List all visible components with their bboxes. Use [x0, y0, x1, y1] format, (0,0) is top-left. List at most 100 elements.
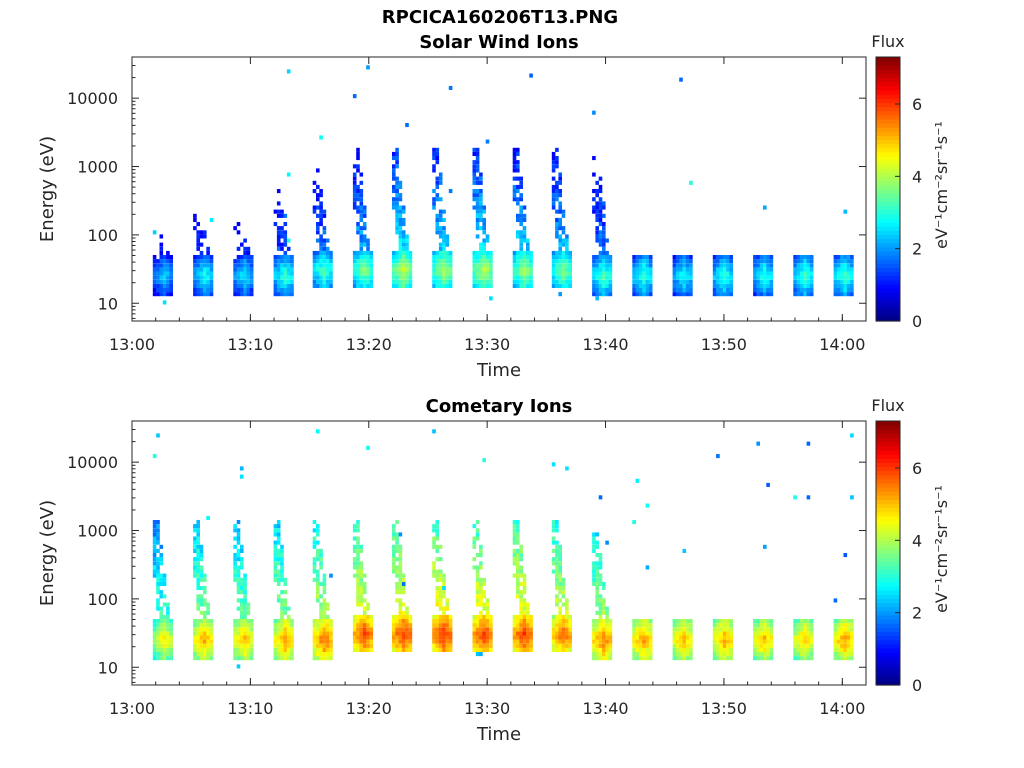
spectrogram-cell	[846, 271, 851, 276]
spectrogram-cell	[405, 631, 409, 636]
spectrogram-cell	[276, 246, 281, 251]
spectrogram-cell	[246, 635, 251, 640]
spectrogram-cell	[551, 263, 556, 268]
spectrogram-cell	[472, 623, 477, 628]
spectrogram-cell	[485, 627, 490, 632]
spectrogram-cell	[438, 172, 443, 177]
spectrogram-cell	[162, 267, 167, 272]
spectrogram-cell	[689, 656, 693, 661]
spectrogram-cell	[322, 623, 327, 628]
spectrogram-cell	[595, 544, 599, 549]
spectrogram-cell	[766, 279, 770, 284]
spectrogram-cell	[233, 573, 237, 578]
spectrogram-cell	[558, 275, 562, 280]
spectrogram-cell	[325, 267, 330, 272]
spectrogram-cell	[316, 279, 320, 284]
spectrogram-cell	[769, 647, 774, 652]
spectrogram-cell	[592, 656, 596, 661]
spectrogram-cell	[233, 557, 237, 562]
spectrogram-cell	[479, 614, 483, 619]
spectrogram-cell	[322, 263, 327, 268]
spectrogram-cell	[432, 639, 436, 644]
spectrogram-cell	[359, 242, 364, 247]
spectrogram-cell	[806, 635, 811, 640]
spectrogram-cell	[312, 205, 317, 210]
colorbar-segment	[876, 246, 900, 252]
spectrogram-cell	[555, 209, 559, 214]
spectrogram-cell	[605, 540, 609, 545]
spectrogram-cell	[316, 238, 320, 243]
spectrogram-cell	[395, 180, 399, 185]
spectrogram-cell	[352, 267, 357, 272]
spectrogram-cell	[793, 279, 797, 284]
spectrogram-cell	[312, 259, 317, 264]
spectrogram-cell	[319, 565, 323, 570]
spectrogram-cell	[479, 577, 483, 582]
spectrogram-cell	[726, 292, 730, 297]
spectrogram-cell	[395, 271, 399, 276]
spectrogram-cell	[595, 209, 599, 214]
spectrogram-cell	[632, 619, 636, 624]
spectrogram-cell	[319, 279, 323, 284]
spectrogram-cell	[290, 275, 294, 280]
spectrogram-cell	[395, 614, 399, 619]
spectrogram-cell	[156, 573, 160, 578]
spectrogram-cell	[236, 540, 241, 545]
spectrogram-cell	[312, 561, 317, 566]
spectrogram-cell	[759, 635, 764, 640]
spectrogram-cell	[405, 283, 409, 288]
colorbar-segment	[876, 614, 900, 620]
spectrogram-cell	[240, 598, 244, 603]
spectrogram-cell	[551, 524, 556, 529]
spectrogram-cell	[156, 643, 160, 648]
spectrogram-cell	[769, 267, 774, 272]
spectrogram-cell	[799, 292, 804, 297]
spectrogram-cell	[280, 213, 284, 218]
spectrogram-cell	[598, 561, 603, 566]
spectrogram-cell	[392, 275, 396, 280]
spectrogram-cell	[162, 619, 167, 624]
spectrogram-cell	[280, 553, 284, 558]
spectrogram-cell	[312, 536, 317, 541]
spectrogram-cell	[516, 536, 520, 541]
spectrogram-cell	[833, 271, 838, 276]
spectrogram-cell	[475, 627, 480, 632]
spectrogram-cell	[512, 524, 517, 529]
spectrogram-cell	[485, 263, 490, 268]
spectrogram-cell	[512, 279, 517, 284]
spectrogram-cell	[196, 623, 200, 628]
spectrogram-cell	[522, 647, 527, 652]
spectrogram-cell	[850, 652, 854, 657]
spectrogram-cell	[193, 631, 197, 636]
spectrogram-cell	[555, 569, 559, 574]
spectrogram-cell	[196, 594, 200, 599]
colorbar-segment	[876, 316, 900, 322]
spectrogram-cell	[236, 627, 241, 632]
spectrogram-cell	[605, 279, 609, 284]
spectrogram-cell	[152, 532, 157, 537]
spectrogram-cell	[193, 226, 197, 231]
spectrogram-cell	[159, 581, 164, 586]
spectrogram-cell	[356, 573, 360, 578]
spectrogram-cell	[395, 586, 399, 591]
spectrogram-cell	[638, 656, 643, 661]
spectrogram-cell	[152, 631, 157, 636]
spectrogram-cell	[551, 528, 556, 533]
spectrogram-cell	[756, 441, 760, 446]
spectrogram-cell	[595, 275, 599, 280]
spectrogram-cell	[290, 279, 294, 284]
spectrogram-cell	[519, 590, 523, 595]
spectrogram-cell	[435, 586, 440, 591]
spectrogram-cell	[366, 246, 370, 251]
spectrogram-cell	[392, 627, 396, 632]
spectrogram-cell	[472, 619, 477, 624]
spectrogram-cell	[246, 627, 251, 632]
spectrogram-cell	[322, 590, 327, 595]
spectrogram-cell	[672, 279, 677, 284]
spectrogram-cell	[729, 292, 733, 297]
spectrogram-cell	[726, 643, 730, 648]
spectrogram-cell	[522, 205, 527, 210]
spectrogram-cell	[482, 271, 486, 276]
spectrogram-cell	[159, 619, 164, 624]
